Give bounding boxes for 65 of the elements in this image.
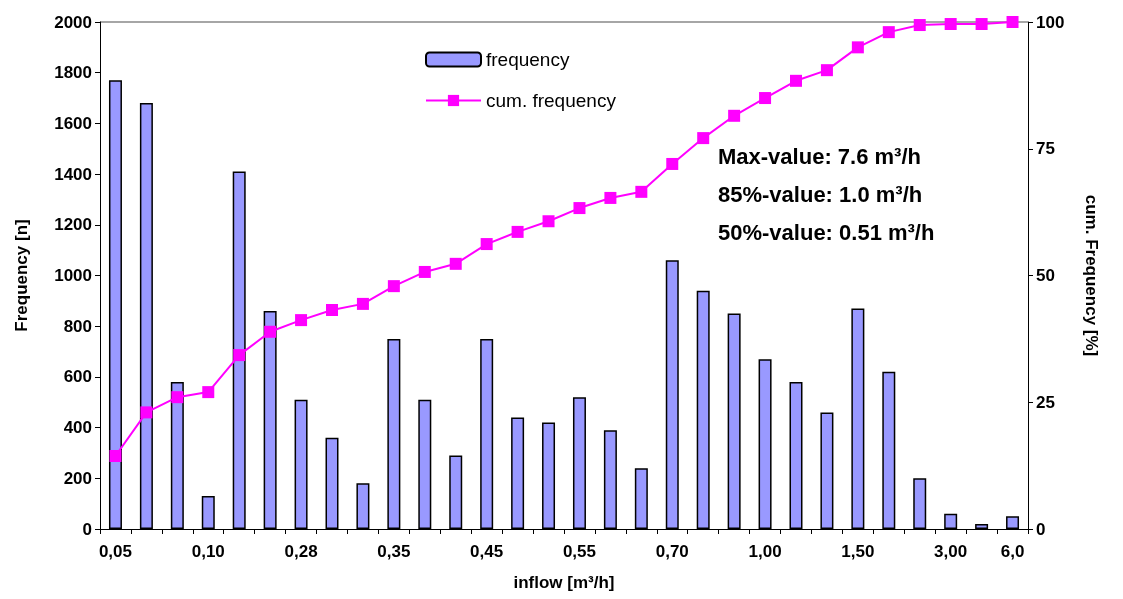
point (759, 92, 772, 105)
point (542, 215, 555, 228)
y2-tick-label: 50 (1036, 266, 1055, 285)
y-tick-label: 2000 (54, 12, 92, 32)
point (140, 406, 153, 419)
point (202, 386, 215, 399)
x-tick-label: 0,70 (655, 542, 689, 561)
y-tick-label: 400 (63, 418, 92, 438)
y2-tick-label: 100 (1036, 12, 1065, 32)
x-axis-title: inflow [m³/h] (513, 573, 615, 592)
point (975, 18, 988, 31)
legend-label: frequency (486, 49, 570, 70)
point (944, 18, 957, 31)
y-tick-label: 1200 (54, 215, 92, 235)
point (171, 391, 184, 404)
y-tick-label: 1400 (54, 164, 92, 184)
x-tick-label: 1,50 (841, 542, 875, 561)
point (851, 41, 864, 54)
point (728, 109, 741, 122)
point (109, 449, 122, 462)
y-tick-label: 1600 (54, 113, 92, 133)
point (418, 265, 431, 278)
point (480, 238, 493, 251)
point (1006, 16, 1019, 28)
y-tick-label: 200 (63, 468, 92, 488)
annotation: Max-value: 7.6 m³/h (718, 143, 921, 169)
point (449, 257, 462, 270)
y2-tick-label: 25 (1036, 392, 1055, 412)
y2-tick-label: 75 (1036, 139, 1055, 159)
point (233, 349, 246, 362)
y2-tick-label: 0 (1036, 519, 1046, 539)
x-tick-label: 3,00 (934, 542, 968, 561)
point (635, 185, 648, 198)
x-tick-label: 0,05 (98, 542, 133, 561)
x-tick-label: 0,45 (470, 542, 504, 561)
point (697, 132, 710, 145)
point (604, 191, 617, 204)
point (295, 314, 308, 327)
point (264, 325, 277, 338)
y-tick-label: 1800 (54, 63, 92, 83)
point (573, 202, 586, 215)
x-tick-label: 1,00 (748, 542, 782, 561)
point (326, 303, 338, 316)
annotation: 85%-value: 1.0 m³/h (718, 181, 923, 207)
point (666, 157, 679, 170)
x-tick-label: 0,35 (377, 542, 411, 561)
y-tick-label: 800 (63, 316, 92, 336)
point (790, 74, 802, 87)
x-tick-label: 0,28 (284, 542, 318, 561)
x-tick-label: 6,0 (1000, 542, 1025, 561)
annotation: 50%-value: 0.51 m³/h (718, 219, 935, 245)
y2-axis-title: cum. Frequency [%] (1082, 194, 1101, 357)
point (511, 225, 524, 238)
point (882, 26, 895, 39)
x-tick-label: 0,55 (562, 542, 597, 561)
y-tick-label: 600 (63, 367, 92, 387)
y-tick-label: 0 (82, 519, 92, 539)
point (387, 280, 400, 293)
y-tick-label: 1000 (54, 266, 92, 285)
y-axis-title: Frequency [n] (12, 219, 31, 332)
legend-label: cum. frequency (486, 90, 617, 111)
x-tick-label: 0,10 (191, 542, 225, 561)
point (820, 64, 833, 77)
point (913, 19, 926, 32)
point (356, 297, 369, 310)
